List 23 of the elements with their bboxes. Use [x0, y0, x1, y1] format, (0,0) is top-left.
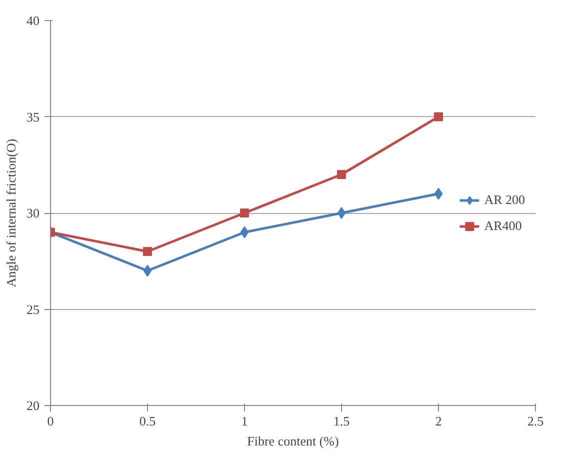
x-tick-label: 2.5	[527, 414, 544, 428]
y-tick-label: 25	[26, 302, 40, 317]
x-tick-label: 1	[241, 414, 248, 428]
point	[434, 188, 443, 200]
y-axis-title: Angle of internal friction(O)	[4, 138, 18, 288]
x-axis-title: Fibre content (%)	[247, 434, 339, 448]
point	[337, 207, 346, 219]
point	[143, 264, 152, 277]
y-tick-label: 40	[26, 13, 40, 28]
legend-label: AR 200	[484, 192, 525, 208]
x-tick-label: 0	[47, 414, 54, 428]
point	[143, 247, 152, 256]
y-tick-label: 30	[26, 206, 40, 220]
x-tick-label: 1.5	[333, 414, 350, 428]
point	[240, 208, 249, 218]
point	[240, 226, 249, 238]
y-tick-label: 35	[26, 109, 40, 124]
legend-label: AR400	[484, 218, 522, 234]
y-tick-label: 20	[26, 398, 40, 413]
point	[434, 112, 443, 122]
x-tick-label: 2	[435, 414, 442, 428]
point	[337, 170, 346, 179]
x-tick-label: 0.5	[139, 414, 156, 428]
